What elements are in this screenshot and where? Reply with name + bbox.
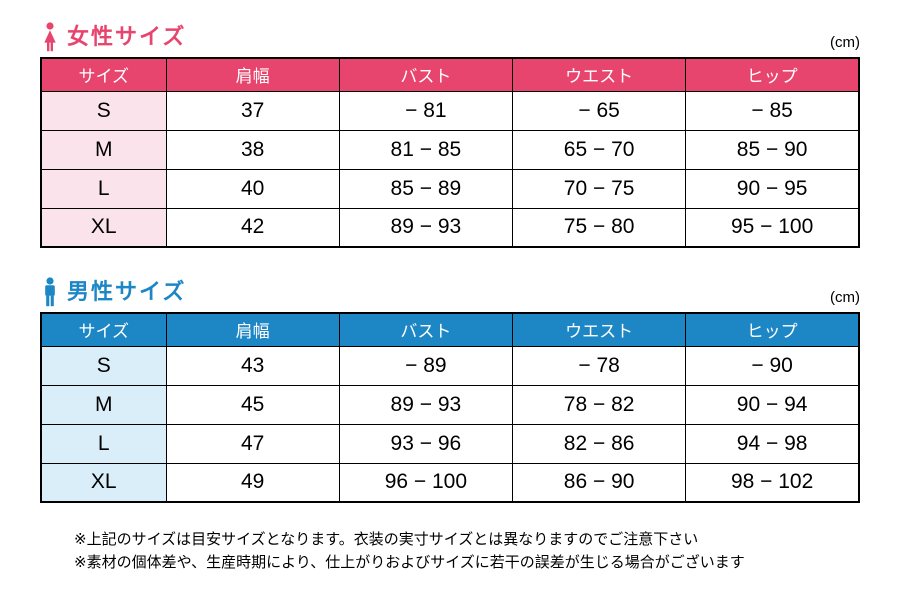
cell-waist: 86 − 90 [511,462,687,503]
cell-size: M [40,384,167,425]
cell-hip: 98 − 102 [685,462,860,503]
unit-label-cm: (cm) [830,289,860,306]
cell-size: XL [40,462,167,503]
col-header-bust: バスト [338,312,514,347]
table-row: S 43 − 89 − 78 − 90 [40,345,860,386]
womens-size-table: サイズ 肩幅 バスト ウエスト ヒップ S 37 − 81 − 65 − 85 … [40,57,860,248]
cell-shoulder: 47 [165,423,340,464]
cell-shoulder: 38 [165,129,340,170]
cell-hip: 94 − 98 [685,423,860,464]
cell-hip: 85 − 90 [685,129,860,170]
womens-size-title: 女性サイズ [67,24,187,49]
cell-bust: − 89 [338,345,514,386]
table-row: S 37 − 81 − 65 − 85 [40,90,860,131]
cell-shoulder: 40 [165,168,340,209]
cell-shoulder: 45 [165,384,340,425]
cell-size: L [40,168,167,209]
cell-waist: 78 − 82 [511,384,687,425]
note-line-1: ※上記のサイズは目安サイズとなります。衣装の実寸サイズとは異なりますのでご注意下… [74,531,699,548]
mens-size-section: 男性サイズ (cm) サイズ 肩幅 バスト ウエスト ヒップ S 43 − 89 [40,275,860,503]
female-icon [40,22,60,52]
womens-header-row: サイズ 肩幅 バスト ウエスト ヒップ [40,57,860,92]
cell-bust: − 81 [338,90,514,131]
cell-hip: − 85 [685,90,860,131]
mens-size-title: 男性サイズ [67,279,187,304]
cell-size: S [40,345,167,386]
table-row: XL 42 89 − 93 75 − 80 95 − 100 [40,207,860,248]
col-header-shoulder: 肩幅 [165,57,340,92]
col-header-size: サイズ [40,312,167,347]
cell-size: L [40,423,167,464]
table-row: XL 49 96 − 100 86 − 90 98 − 102 [40,462,860,503]
cell-bust: 89 − 93 [338,384,514,425]
cell-waist: 65 − 70 [511,129,687,170]
table-row: L 40 85 − 89 70 − 75 90 − 95 [40,168,860,209]
mens-section-header: 男性サイズ (cm) [40,275,860,307]
col-header-waist: ウエスト [511,57,687,92]
mens-header-row: サイズ 肩幅 バスト ウエスト ヒップ [40,312,860,347]
cell-size: S [40,90,167,131]
cell-hip: 95 − 100 [685,207,860,248]
cell-waist: 82 − 86 [511,423,687,464]
cell-hip: − 90 [685,345,860,386]
cell-size: XL [40,207,167,248]
col-header-size: サイズ [40,57,167,92]
cell-bust: 89 − 93 [338,207,514,248]
cell-shoulder: 42 [165,207,340,248]
table-row: M 45 89 − 93 78 − 82 90 − 94 [40,384,860,425]
womens-section-header: 女性サイズ (cm) [40,20,860,52]
male-icon [40,277,60,307]
cell-bust: 85 − 89 [338,168,514,209]
col-header-hip: ヒップ [685,57,860,92]
cell-waist: − 65 [511,90,687,131]
footnotes: ※上記のサイズは目安サイズとなります。衣装の実寸サイズとは異なりますのでご注意下… [40,528,860,574]
unit-label-cm: (cm) [830,34,860,51]
cell-waist: 70 − 75 [511,168,687,209]
cell-size: M [40,129,167,170]
table-row: L 47 93 − 96 82 − 86 94 − 98 [40,423,860,464]
cell-waist: − 78 [511,345,687,386]
womens-size-section: 女性サイズ (cm) サイズ 肩幅 バスト ウエスト ヒップ S 37 − 81 [40,20,860,248]
cell-waist: 75 − 80 [511,207,687,248]
cell-shoulder: 37 [165,90,340,131]
cell-hip: 90 − 95 [685,168,860,209]
col-header-shoulder: 肩幅 [165,312,340,347]
cell-bust: 96 − 100 [338,462,514,503]
cell-bust: 81 − 85 [338,129,514,170]
cell-bust: 93 − 96 [338,423,514,464]
cell-shoulder: 43 [165,345,340,386]
cell-hip: 90 − 94 [685,384,860,425]
note-line-2: ※素材の個体差や、生産時期により、仕上がりおよびサイズに若干の誤差が生じる場合が… [74,554,745,571]
col-header-waist: ウエスト [511,312,687,347]
col-header-bust: バスト [338,57,514,92]
cell-shoulder: 49 [165,462,340,503]
col-header-hip: ヒップ [685,312,860,347]
table-row: M 38 81 − 85 65 − 70 85 − 90 [40,129,860,170]
mens-size-table: サイズ 肩幅 バスト ウエスト ヒップ S 43 − 89 − 78 − 90 … [40,312,860,503]
